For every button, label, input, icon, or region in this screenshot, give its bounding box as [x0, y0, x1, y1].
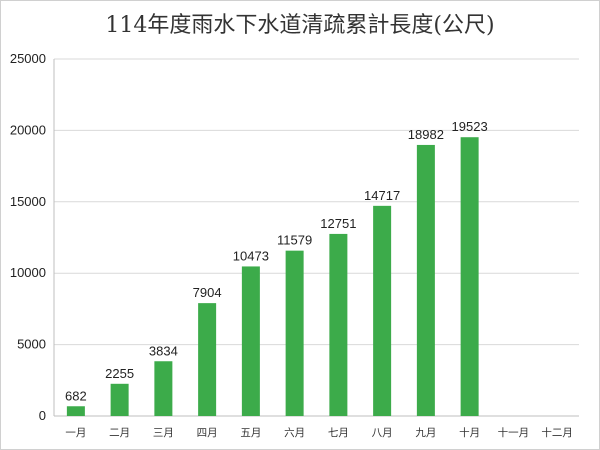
x-axis-labels: 一月 二月 三月 四月 五月 六月 七月 八月 九月 十月 十一月 十二月: [65, 426, 573, 439]
x-tick-label: 八月: [372, 427, 393, 439]
x-tick-label: 六月: [284, 427, 305, 439]
bar: [416, 144, 435, 416]
data-label: 2255: [105, 366, 134, 381]
y-tick-label: 10000: [10, 265, 46, 280]
bar: [198, 303, 217, 416]
x-tick-label: 十月: [459, 426, 480, 439]
bar: [110, 383, 129, 416]
data-label: 18982: [408, 127, 444, 142]
y-tick-label: 0: [39, 408, 46, 423]
data-label: 14717: [364, 188, 400, 203]
x-tick-label: 十二月: [541, 426, 573, 439]
bar: [460, 137, 479, 417]
x-tick-label: 三月: [153, 427, 174, 439]
y-tick-label: 15000: [10, 194, 46, 209]
x-tick-label: 五月: [240, 427, 261, 439]
bar: [329, 233, 348, 416]
y-tick-label: 5000: [17, 337, 46, 352]
gridlines: [53, 58, 579, 417]
data-label: 3834: [149, 343, 178, 358]
y-tick-label: 25000: [10, 51, 46, 66]
x-tick-label: 二月: [109, 427, 130, 439]
data-label: 11579: [277, 233, 312, 248]
x-tick-label: 一月: [65, 427, 86, 439]
data-label: 19523: [452, 119, 488, 134]
x-tick-label: 四月: [197, 427, 218, 439]
bar: [154, 361, 173, 416]
bar: [373, 205, 392, 416]
chart-title: 114年度雨水下水道清疏累計長度(公尺): [105, 13, 495, 38]
data-label: 12751: [320, 216, 356, 231]
bar: [66, 406, 85, 416]
bar: [241, 266, 260, 416]
y-tick-label: 20000: [10, 122, 46, 137]
bar: [285, 250, 304, 416]
data-label: 7904: [193, 285, 222, 300]
y-axis-labels: 0 5000 10000 15000 20000 25000: [10, 51, 46, 423]
x-tick-label: 十一月: [498, 426, 530, 439]
data-label: 682: [65, 388, 87, 403]
data-labels: 682 2255 3834 7904 10473 11579 12751 14717 18982…: [65, 119, 488, 403]
bar-series: [66, 137, 479, 417]
x-tick-label: 七月: [328, 427, 349, 439]
x-tick-label: 九月: [415, 427, 436, 439]
data-label: 10473: [233, 248, 269, 263]
